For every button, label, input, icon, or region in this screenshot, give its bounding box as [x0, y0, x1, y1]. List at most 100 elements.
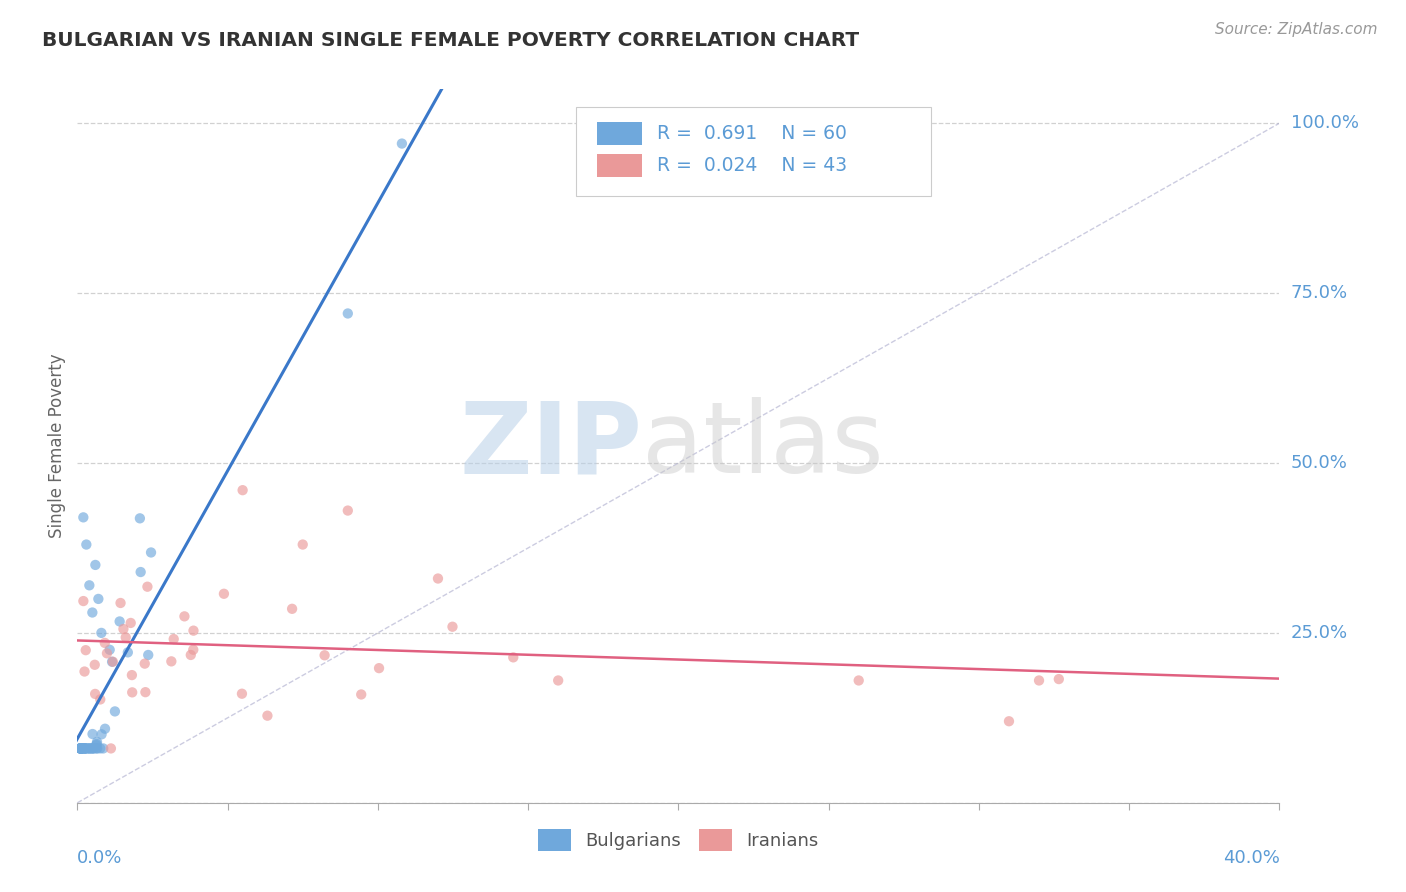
Point	[69, 741, 91, 756]
Point	[163, 632, 186, 646]
Text: 75.0%: 75.0%	[1291, 284, 1348, 302]
Point	[79, 741, 101, 756]
Point	[350, 688, 373, 702]
Point	[70, 741, 93, 756]
Point	[547, 673, 569, 688]
Point	[314, 648, 336, 663]
Point	[160, 654, 183, 668]
Point	[73, 741, 96, 756]
Point	[82, 741, 104, 756]
Point	[90, 626, 112, 640]
Point	[90, 727, 112, 741]
Point	[86, 735, 108, 749]
Point	[121, 685, 143, 699]
Text: 0.0%: 0.0%	[77, 849, 122, 867]
Y-axis label: Single Female Poverty: Single Female Poverty	[48, 354, 66, 538]
Text: Source: ZipAtlas.com: Source: ZipAtlas.com	[1215, 22, 1378, 37]
Point	[69, 741, 91, 756]
Point	[502, 650, 524, 665]
Point	[281, 602, 304, 616]
Point	[94, 636, 117, 650]
Text: 50.0%: 50.0%	[1291, 454, 1347, 472]
Point	[70, 741, 93, 756]
Point	[72, 741, 94, 756]
Point	[73, 741, 96, 756]
Point	[336, 503, 359, 517]
Point	[1028, 673, 1050, 688]
Point	[848, 673, 870, 688]
Point	[76, 741, 98, 756]
Point	[86, 737, 108, 751]
Text: 40.0%: 40.0%	[1223, 849, 1279, 867]
Point	[69, 741, 91, 756]
Legend: Bulgarians, Iranians: Bulgarians, Iranians	[531, 822, 825, 858]
Point	[173, 609, 195, 624]
Point	[427, 572, 450, 586]
Text: R =  0.691    N = 60: R = 0.691 N = 60	[657, 124, 846, 143]
Point	[368, 661, 391, 675]
Point	[256, 708, 278, 723]
Point	[139, 545, 162, 559]
Point	[96, 646, 118, 660]
Point	[82, 606, 104, 620]
Point	[180, 648, 202, 662]
Point	[110, 596, 132, 610]
Point	[91, 741, 114, 756]
Point	[70, 741, 93, 756]
Point	[232, 483, 254, 498]
Point	[84, 687, 107, 701]
Point	[83, 657, 105, 672]
Point	[79, 578, 101, 592]
Point	[117, 645, 139, 659]
Point	[75, 741, 97, 756]
Point	[998, 714, 1021, 729]
Bar	[596, 122, 643, 145]
Point	[112, 622, 135, 636]
Point	[121, 668, 143, 682]
Point	[84, 558, 107, 572]
Text: BULGARIAN VS IRANIAN SINGLE FEMALE POVERTY CORRELATION CHART: BULGARIAN VS IRANIAN SINGLE FEMALE POVER…	[42, 31, 859, 50]
Point	[98, 642, 121, 657]
Point	[441, 620, 464, 634]
Point	[69, 741, 91, 756]
Point	[101, 655, 124, 669]
Point	[108, 615, 131, 629]
Point	[129, 565, 152, 579]
Text: atlas: atlas	[643, 398, 884, 494]
Point	[291, 537, 314, 551]
Point	[87, 591, 110, 606]
Point	[75, 537, 97, 551]
Point	[73, 741, 96, 756]
Point	[134, 685, 156, 699]
Bar	[596, 154, 643, 177]
Point	[75, 643, 97, 657]
Point	[72, 510, 94, 524]
Point	[76, 741, 98, 756]
Point	[136, 580, 159, 594]
Point	[231, 687, 253, 701]
Point	[77, 741, 100, 756]
Point	[79, 741, 101, 756]
Point	[70, 741, 93, 756]
Point	[84, 738, 107, 752]
Point	[1047, 672, 1070, 686]
Point	[69, 741, 91, 756]
Point	[183, 624, 205, 638]
Point	[100, 741, 122, 756]
Point	[134, 657, 156, 671]
Point	[212, 587, 235, 601]
Text: 25.0%: 25.0%	[1291, 624, 1348, 642]
Point	[120, 615, 142, 630]
Text: R =  0.024    N = 43: R = 0.024 N = 43	[657, 156, 846, 175]
Point	[101, 655, 124, 669]
Text: ZIP: ZIP	[460, 398, 643, 494]
Point	[114, 631, 136, 645]
Point	[69, 741, 91, 756]
Text: 100.0%: 100.0%	[1291, 114, 1358, 132]
Point	[136, 648, 159, 662]
FancyBboxPatch shape	[576, 107, 931, 196]
Point	[83, 741, 105, 756]
Point	[70, 741, 93, 756]
Point	[70, 741, 93, 756]
Point	[336, 306, 359, 320]
